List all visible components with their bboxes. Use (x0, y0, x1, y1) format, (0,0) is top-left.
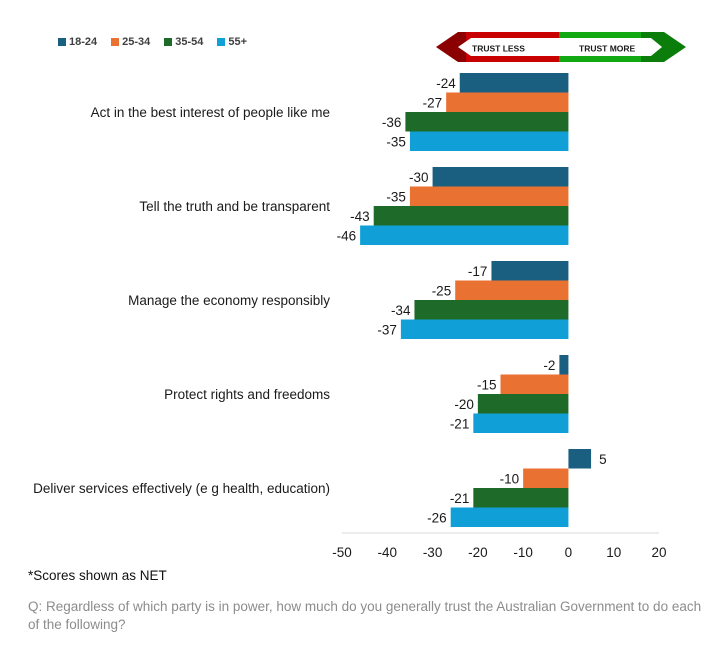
bar-35-54 (473, 488, 569, 508)
legend-swatch-35-54 (164, 38, 173, 46)
data-label: -27 (423, 95, 443, 110)
chart-legend: 18-24 25-34 35-54 55+ (58, 36, 247, 48)
legend-item-18-24: 18-24 (58, 36, 97, 48)
category-label: Deliver services effectively (e g health… (33, 481, 330, 496)
bar-25-34 (446, 92, 569, 112)
data-label: -34 (391, 303, 411, 318)
bar-18-24 (491, 261, 569, 281)
trust-direction-banner: TRUST LESS TRUST MORE (436, 32, 686, 62)
bar-18-24 (559, 355, 569, 375)
category-labels: Act in the best interest of people like … (33, 105, 330, 496)
data-label: -2 (543, 358, 555, 373)
data-label: -10 (500, 471, 520, 486)
bar-chart: Act in the best interest of people like … (33, 73, 667, 560)
x-tick-label: -30 (423, 545, 443, 560)
bar-35-54 (477, 394, 569, 414)
footnote: *Scores shown as NET (28, 568, 167, 583)
bar-18-24 (432, 167, 569, 187)
trust-more-label: TRUST MORE (579, 44, 636, 54)
data-label: -21 (450, 491, 470, 506)
banner-inner-white (458, 38, 662, 56)
data-label: -46 (337, 228, 357, 243)
bar-55-plus (409, 131, 569, 151)
bar-25-34 (523, 468, 569, 488)
bar-35-54 (373, 206, 569, 226)
x-tick-label: -50 (332, 545, 352, 560)
legend-swatch-55-plus (217, 38, 226, 46)
bar-55-plus (473, 413, 569, 433)
data-label: -35 (386, 134, 406, 149)
data-label: -26 (427, 510, 447, 525)
bar-25-34 (455, 280, 569, 300)
category-label: Manage the economy responsibly (128, 293, 330, 308)
bar-55-plus (400, 319, 569, 339)
bar-55-plus (360, 225, 569, 245)
legend-swatch-18-24 (58, 38, 66, 46)
bar-18-24 (568, 449, 592, 469)
legend-label-35-54: 35-54 (175, 36, 204, 48)
value-labels: -24-27-36-35-30-35-43-46-17-25-34-37-2-1… (337, 76, 607, 526)
x-tick-label: 0 (565, 545, 573, 560)
bar-35-54 (405, 112, 569, 132)
survey-question: Q: Regardless of which party is in power… (28, 599, 702, 632)
data-label: -24 (436, 76, 456, 91)
category-label: Protect rights and freedoms (164, 387, 330, 402)
bar-55-plus (450, 507, 569, 527)
x-axis-ticks: -50 -40 -30 -20 -10 0 10 20 (332, 545, 666, 560)
data-label: -36 (382, 115, 402, 130)
data-label: -43 (350, 209, 370, 224)
data-label: -25 (432, 283, 452, 298)
data-label: 5 (599, 452, 607, 467)
category-label: Act in the best interest of people like … (91, 105, 330, 120)
data-label: -37 (377, 322, 397, 337)
legend-item-35-54: 35-54 (164, 36, 203, 48)
data-label: -35 (386, 189, 406, 204)
trust-less-label: TRUST LESS (472, 44, 525, 54)
data-label: -17 (468, 264, 488, 279)
legend-label-18-24: 18-24 (69, 36, 98, 48)
x-tick-label: -10 (513, 545, 533, 560)
bars (360, 73, 592, 527)
bar-25-34 (500, 374, 569, 394)
data-label: -20 (454, 397, 474, 412)
category-label: Tell the truth and be transparent (139, 199, 330, 214)
x-tick-label: 10 (606, 545, 621, 560)
x-tick-label: 20 (651, 545, 666, 560)
data-label: -21 (450, 416, 470, 431)
x-tick-label: -40 (378, 545, 398, 560)
bar-25-34 (409, 186, 569, 206)
data-label: -15 (477, 377, 497, 392)
legend-item-25-34: 25-34 (111, 36, 150, 48)
legend-item-55-plus: 55+ (217, 36, 247, 48)
legend-label-25-34: 25-34 (122, 36, 151, 48)
bar-35-54 (414, 300, 569, 320)
data-label: -30 (409, 170, 429, 185)
bar-18-24 (459, 73, 569, 93)
legend-label-55-plus: 55+ (228, 36, 248, 48)
legend-swatch-25-34 (111, 38, 120, 46)
x-tick-label: -20 (468, 545, 488, 560)
